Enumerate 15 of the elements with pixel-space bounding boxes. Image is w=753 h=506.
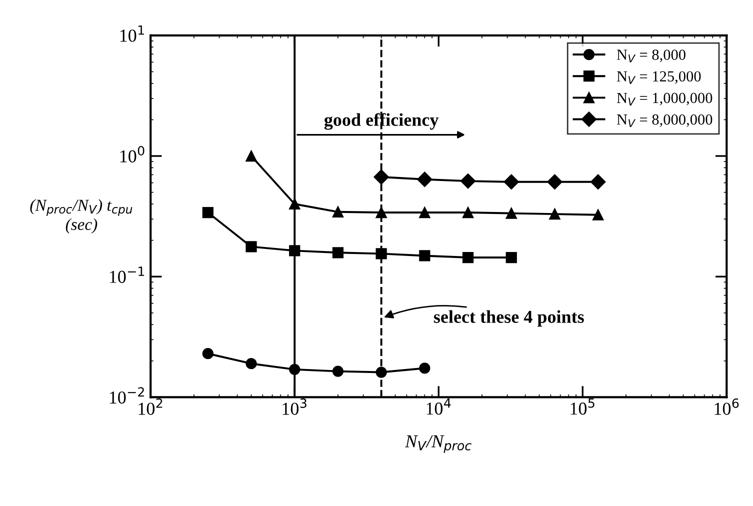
legend-label: N$_{V}$ = 1,000,000 (616, 92, 712, 106)
legend-label: N$_{V}$ = 125,000 (616, 71, 701, 84)
x-tick-label: 10$^{6}$ (714, 398, 739, 415)
x-axis-title: N$_{V}$/N$_{proc}$ (404, 435, 472, 453)
legend-label: N$_{V}$ = 8,000 (616, 50, 686, 62)
y-tick-label: 10$^{1}$ (120, 25, 144, 42)
x-tick-label: 10$^{4}$ (426, 398, 451, 415)
annotation: good efficiency (324, 113, 439, 130)
legend-label: N$_{V}$ = 8,000,000 (616, 114, 712, 128)
x-tick-label: 10$^{5}$ (570, 398, 594, 415)
y-tick-label: 10$^{−1}$ (110, 266, 144, 283)
annotation: select these 4 points (434, 310, 584, 327)
text: (N$_{proc}$/N$_{V}$) t$_{cpu}$ (sec) (30, 199, 132, 234)
x-tick-label: 10$^{3}$ (282, 398, 306, 415)
y-tick-label: 10$^{0}$ (120, 146, 144, 162)
